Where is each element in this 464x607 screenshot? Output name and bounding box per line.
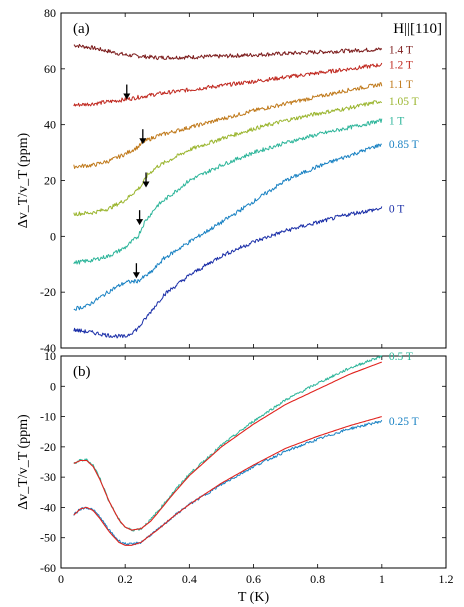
arrow-head bbox=[123, 93, 131, 100]
y-tick-label: 60 bbox=[44, 62, 56, 76]
fit-curve bbox=[73, 416, 382, 546]
panel-label: (a) bbox=[73, 21, 90, 37]
x-tick-label: 1.2 bbox=[439, 572, 454, 586]
series-label: 1.2 T bbox=[389, 60, 413, 72]
series-line bbox=[73, 100, 383, 217]
series-line bbox=[73, 82, 383, 169]
y-tick-label: -40 bbox=[40, 341, 56, 355]
y-tick-label: -50 bbox=[40, 531, 56, 545]
x-tick-label: 0.4 bbox=[182, 572, 197, 586]
series-label: 1 T bbox=[389, 115, 404, 127]
y-tick-label: -20 bbox=[40, 440, 56, 454]
series-label: 0.85 T bbox=[389, 139, 419, 151]
y-axis-label: Δv_T/v_T (ppm) bbox=[16, 414, 31, 510]
arrow-head bbox=[139, 138, 147, 145]
x-axis-label: T (K) bbox=[238, 590, 270, 605]
series-line bbox=[73, 419, 383, 546]
y-tick-label: -20 bbox=[40, 285, 56, 299]
y-tick-label: 0 bbox=[50, 229, 56, 243]
x-tick-label: 0.8 bbox=[310, 572, 325, 586]
y-tick-label: 10 bbox=[44, 349, 56, 363]
x-tick-label: 0.2 bbox=[118, 572, 133, 586]
y-tick-label: -40 bbox=[40, 500, 56, 514]
x-tick-label: 0.6 bbox=[246, 572, 261, 586]
field-direction-label: H||[110] bbox=[393, 21, 442, 37]
y-tick-label: 0 bbox=[50, 379, 56, 393]
x-tick-label: 0 bbox=[58, 572, 64, 586]
panel-label: (b) bbox=[73, 364, 91, 380]
series-line bbox=[73, 43, 383, 61]
y-tick-label: 40 bbox=[44, 118, 56, 132]
arrow-head bbox=[142, 181, 150, 188]
fit-curve bbox=[73, 361, 382, 531]
x-tick-label: 1 bbox=[379, 572, 385, 586]
y-tick-label: -30 bbox=[40, 470, 56, 484]
series-label: 0.5 T bbox=[389, 351, 413, 363]
arrow-head bbox=[132, 272, 140, 279]
series-label: 1.4 T bbox=[389, 44, 413, 56]
series-line bbox=[73, 143, 382, 311]
y-tick-label: -10 bbox=[40, 410, 56, 424]
series-line bbox=[73, 62, 383, 107]
series-line bbox=[73, 206, 383, 339]
series-label: 1.1 T bbox=[389, 79, 413, 91]
series-label: 0 T bbox=[389, 203, 404, 215]
arrow-head bbox=[136, 219, 144, 226]
y-tick-label: 80 bbox=[44, 6, 56, 20]
series-line bbox=[73, 355, 383, 532]
panel-b: -60 -50 -40 -30 -20 -10 0 10 0 0.2 0.4 0.6 0.8 1 1.2 Δv… bbox=[16, 349, 454, 605]
series-line bbox=[73, 118, 383, 265]
y-tick-label: -60 bbox=[40, 561, 56, 575]
y-tick-label: 20 bbox=[44, 174, 56, 188]
plot-frame bbox=[60, 355, 447, 569]
series-label: 1.05 T bbox=[389, 96, 419, 108]
y-axis-label: Δv_T/v_T (ppm) bbox=[16, 132, 31, 228]
series-label: 0.25 T bbox=[389, 416, 419, 428]
panel-a: -40 -20 0 20 40 60 80 Δv_T/v_T (ppm) (a) H||[110]… bbox=[16, 6, 447, 355]
